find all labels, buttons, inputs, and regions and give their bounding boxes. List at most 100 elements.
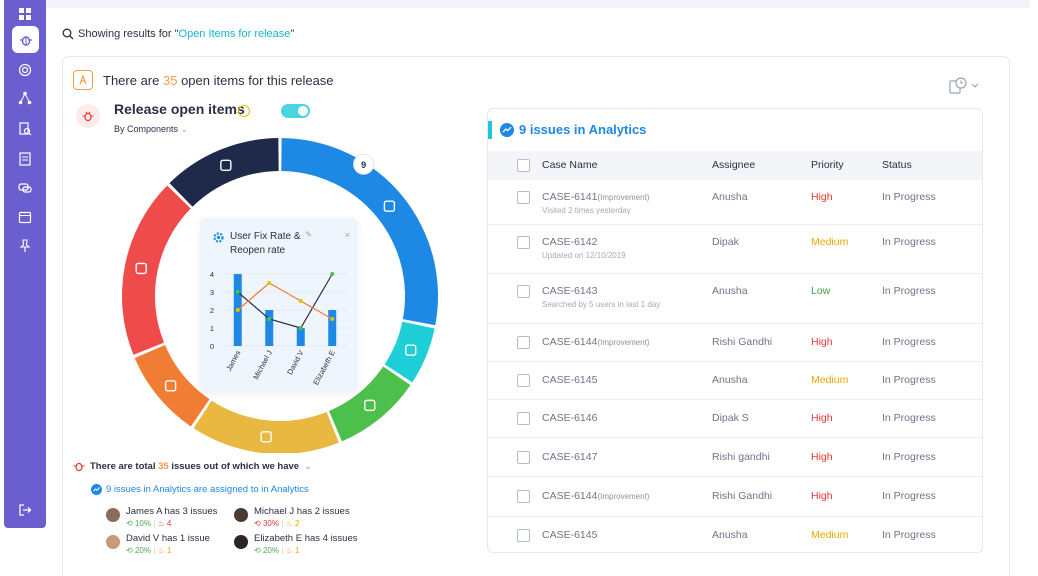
- analytics-assigned-line[interactable]: 9 issues in Analytics are assigned to in…: [91, 484, 309, 495]
- analytics-icon: [383, 200, 396, 212]
- document-search-icon[interactable]: [13, 117, 37, 141]
- assignee: Anusha: [712, 529, 748, 541]
- case-name[interactable]: CASE-6147: [542, 451, 598, 463]
- bar-2: [296, 328, 305, 346]
- fix-rate: 10%: [134, 519, 151, 528]
- line-point: [235, 290, 240, 294]
- case-activity: Searched by 5 users in last 1 day: [542, 300, 661, 309]
- security-icon: [364, 399, 376, 412]
- row-checkbox[interactable]: [517, 285, 530, 298]
- analytics-text: 9 issues in Analytics are assigned to in…: [106, 484, 309, 495]
- search-icon: [62, 28, 74, 40]
- fix-rate: 20%: [262, 546, 279, 555]
- header-status[interactable]: Status: [882, 159, 912, 171]
- table-row[interactable]: CASE-6142 Updated on 12/10/2019 Dipak Mediu…: [488, 224, 982, 273]
- header-count: 35: [162, 72, 178, 88]
- row-checkbox[interactable]: [517, 529, 530, 542]
- chevron-down-icon: ⌄: [180, 124, 189, 134]
- priority: High: [811, 336, 833, 348]
- history-dropdown[interactable]: [948, 76, 982, 96]
- assignee-michael[interactable]: Michael J has 2 issues ⟲ 30% | ♨ 2: [234, 506, 350, 528]
- reopen-count: 4: [166, 519, 172, 528]
- table-row[interactable]: CASE-6144(Improvement) Rishi Gandhi High In…: [488, 476, 982, 516]
- network-icon[interactable]: [13, 86, 37, 110]
- case-name[interactable]: CASE-6144(Improvement): [542, 490, 650, 502]
- fix-rate-chart: 0 1 2 3 4 James Michael J David V Elizabeth E: [210, 270, 348, 386]
- case-name[interactable]: CASE-6146: [542, 412, 598, 424]
- assignee-david[interactable]: David V has 1 issue ⟲ 20% | ♨ 1: [106, 533, 210, 555]
- header-priority[interactable]: Priority: [811, 159, 844, 171]
- table-row[interactable]: CASE-6147 Rishi gandhi High In Progress: [488, 437, 982, 476]
- case-name[interactable]: CASE-6141(Improvement): [542, 191, 650, 203]
- case-name[interactable]: CASE-6143: [542, 285, 598, 297]
- case-name[interactable]: CASE-6142: [542, 236, 598, 248]
- calendar-icon[interactable]: [13, 205, 37, 229]
- assignee-elizabeth[interactable]: Elizabeth E has 4 issues ⟲ 20% | ♨ 1: [234, 533, 358, 555]
- pin-icon[interactable]: [13, 234, 37, 258]
- priority: Low: [811, 285, 831, 297]
- release-icon: [73, 70, 93, 90]
- chevron-down-icon: [971, 83, 979, 88]
- table-row[interactable]: CASE-6144(Improvement) Rishi Gandhi High In…: [488, 323, 982, 361]
- row-checkbox[interactable]: [517, 336, 530, 349]
- table-row[interactable]: CASE-6146 Dipak S High In Progress: [488, 399, 982, 437]
- view-toggle[interactable]: [281, 104, 310, 118]
- chat-icon[interactable]: [13, 176, 37, 200]
- header-case-name[interactable]: Case Name: [542, 159, 598, 171]
- row-checkbox[interactable]: [517, 191, 530, 204]
- donut-segment-security[interactable]: [329, 366, 411, 442]
- header-assignee[interactable]: Assignee: [712, 159, 756, 171]
- donut-segment-reports[interactable]: [134, 345, 210, 427]
- y-tick-label: 4: [210, 270, 214, 279]
- table-row[interactable]: CASE-6141(Improvement) Visited 2 times ye…: [488, 180, 982, 224]
- row-checkbox[interactable]: [517, 412, 530, 425]
- table-row[interactable]: CASE-6143 Searched by 5 users in last 1 d…: [488, 273, 982, 323]
- row-checkbox[interactable]: [517, 451, 530, 464]
- bug-icon[interactable]: [12, 26, 39, 53]
- table-row[interactable]: CASE-6145 Anusha Medium In Progress: [488, 516, 982, 552]
- assignee: Anusha: [712, 374, 748, 386]
- row-checkbox[interactable]: [517, 374, 530, 387]
- donut-segment-workflow[interactable]: [169, 138, 279, 207]
- search-prefix: Showing results for ": [78, 28, 179, 40]
- lightbulb-icon[interactable]: [238, 105, 250, 117]
- assignee-name: David V has 1 issue: [126, 533, 210, 544]
- case-name[interactable]: CASE-6145: [542, 374, 598, 386]
- row-checkbox[interactable]: [517, 236, 530, 249]
- table-row[interactable]: CASE-6145 Anusha Medium In Progress: [488, 361, 982, 399]
- row-checkbox[interactable]: [517, 490, 530, 503]
- status: In Progress: [882, 191, 936, 203]
- line-point: [298, 299, 303, 303]
- donut-segment-search[interactable]: [193, 400, 339, 453]
- assignee: Dipak S: [712, 412, 749, 424]
- bar-3: [328, 310, 337, 346]
- fix-rate-popup: User Fix Rate & Reopen rate ✎ × 0 1 2 3 4 Jam…: [200, 218, 358, 392]
- case-name[interactable]: CASE-6145: [542, 529, 598, 541]
- panel-title-text: 9 issues in Analytics: [519, 122, 647, 137]
- target-icon[interactable]: [13, 58, 37, 82]
- donut-segment-link[interactable]: [384, 321, 435, 383]
- report-icon[interactable]: [13, 147, 37, 171]
- assignee: Rishi Gandhi: [712, 336, 773, 348]
- avatar: [234, 508, 248, 522]
- avatar: [106, 508, 120, 522]
- component-donut-chart: 9: [121, 138, 438, 453]
- group-by-dropdown[interactable]: By Components ⌄: [114, 124, 188, 135]
- history-icon: [949, 77, 967, 94]
- line-point: [267, 281, 272, 285]
- edit-icon[interactable]: ✎: [305, 230, 312, 239]
- chevron-down-icon: ⌄: [304, 460, 313, 472]
- popup-title: User Fix Rate & Reopen rate: [230, 231, 301, 256]
- assignee-james[interactable]: James A has 3 issues ⟲ 10% | ♨ 4: [106, 506, 217, 528]
- priority: High: [811, 412, 833, 424]
- total-issues-line[interactable]: There are total 35 issues out of which w…: [73, 460, 312, 472]
- logout-icon[interactable]: [13, 498, 37, 522]
- dashboard-icon[interactable]: [13, 2, 37, 26]
- select-all-checkbox[interactable]: [517, 159, 530, 172]
- donut-segment-tags[interactable]: [121, 185, 191, 355]
- case-name[interactable]: CASE-6144(Improvement): [542, 336, 650, 348]
- close-icon[interactable]: ×: [344, 230, 350, 240]
- donut-segment-analytics[interactable]: [281, 138, 438, 326]
- search-query[interactable]: Open Items for release: [178, 28, 291, 40]
